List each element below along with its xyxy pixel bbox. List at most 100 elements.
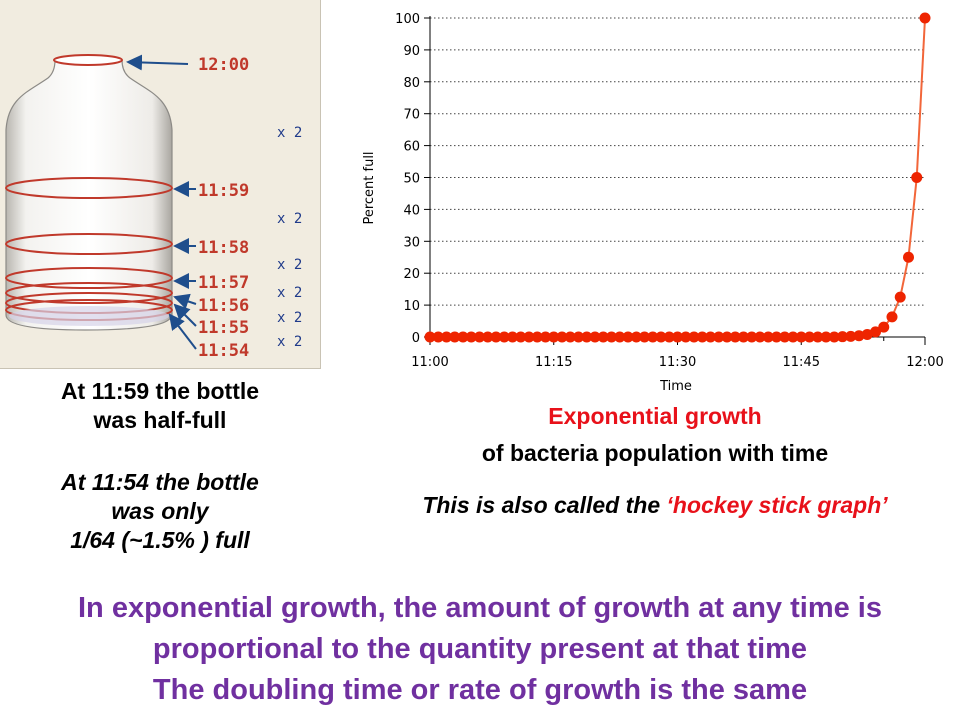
chart-grid [430,17,925,306]
data-point [870,326,881,338]
bottle-shape [5,59,173,331]
data-point [630,331,642,343]
data-point [490,331,502,343]
x-tick-label: 12:00 [906,355,943,370]
data-point [688,331,700,343]
data-point [828,331,840,343]
bottle-time-label: 11:58 [198,238,249,258]
x-axis-title: Time [659,379,692,394]
chart-axes [429,16,925,338]
note-line: At 11:54 the bottle [61,469,259,495]
y-tick-label: 70 [403,108,420,123]
data-point [771,331,782,343]
arrow-1200 [126,54,189,71]
data-point [581,331,593,343]
data-point [597,331,609,343]
summary-text: In exponential growth, the amount of gro… [0,588,960,711]
data-point [647,331,659,343]
x-tick-label: 11:30 [659,355,696,370]
ring-1158 [5,233,173,255]
data-point [614,331,626,343]
data-point [457,331,469,343]
data-point [705,331,716,343]
data-point [449,331,461,343]
data-point [573,331,584,343]
note-line: 1/64 (~1.5% ) full [70,527,250,553]
doubling-factor: x 2 [277,334,302,350]
data-point [540,331,551,343]
data-point [746,331,758,343]
doubling-factor: x 2 [277,257,302,273]
one-64th-note: At 11:54 the bottle was only 1/64 (~1.5%… [0,468,320,555]
y-tick-label: 30 [403,235,420,250]
data-point [713,331,725,343]
y-tick-label: 80 [403,76,420,91]
data-point [474,331,485,343]
data-point [424,331,436,343]
data-series [424,12,931,343]
data-point [465,331,477,343]
y-axis-ticks: 0 10 20 30 40 50 60 70 80 90 100 [395,12,430,346]
summary-line: The doubling time or rate of growth is t… [152,674,808,706]
data-point [696,331,708,343]
data-point [779,331,791,343]
data-point [672,331,683,343]
hockey-stick-note: This is also called the ‘hockey stick gr… [360,491,950,520]
data-point [523,331,535,343]
doubling-factor: x 2 [277,310,302,326]
arrow-1154 [168,313,197,350]
data-point [622,331,634,343]
y-tick-label: 0 [412,331,420,346]
note-line: At 11:59 the bottle [60,378,260,404]
data-point [903,251,914,263]
hockey-note-highlight: ‘hockey stick graph’ [666,492,888,518]
bottle-time-label: 11:54 [198,341,249,361]
y-tick-label: 60 [403,140,420,155]
x-tick-label: 11:15 [535,355,572,370]
data-point [894,291,906,303]
data-point [556,331,568,343]
chart-title: Exponential growth [548,403,762,429]
data-point [837,331,848,343]
data-point [738,331,749,343]
arrow-1155 [173,303,197,327]
y-tick-label: 20 [403,267,420,282]
bottle-time-label: 12:00 [198,55,249,75]
y-tick-label: 40 [403,203,420,218]
summary-line: In exponential growth, the amount of gro… [78,592,882,624]
bottle-time-label: 11:59 [198,181,249,201]
data-point [680,331,692,343]
bottle-mouth [53,54,123,66]
data-point [515,331,527,343]
half-full-note: At 11:59 the bottle was half-full [0,377,320,435]
note-line: was only [111,498,209,524]
data-point [432,331,444,343]
x-tick-label: 11:45 [783,355,820,370]
y-axis-title: Percent full [362,151,377,224]
data-point [754,331,766,343]
doubling-factor: x 2 [277,211,302,227]
data-point [482,331,494,343]
ring-1159 [5,177,173,199]
data-point [531,331,543,343]
data-point [606,331,617,343]
data-point [507,331,518,343]
bottle-time-label: 11:55 [198,318,249,338]
data-point [845,330,857,342]
note-line: was half-full [93,407,227,433]
y-tick-label: 50 [403,172,420,187]
bottle-time-label: 11:57 [198,273,249,293]
data-point [762,331,774,343]
ring-1156 [5,282,173,304]
data-point [919,12,931,24]
x-tick-label: 11:00 [411,355,448,370]
data-point [663,331,675,343]
bottle-illustration: 12:00 11:59 11:58 11:57 11:56 11:55 11:5… [0,0,321,369]
chart-subtitle: of bacteria population with time [481,440,829,466]
data-point [441,331,452,343]
hockey-note-prefix: This is also called the [422,492,667,518]
ring-1157 [5,267,173,289]
data-point [795,331,807,343]
data-point [498,331,510,343]
